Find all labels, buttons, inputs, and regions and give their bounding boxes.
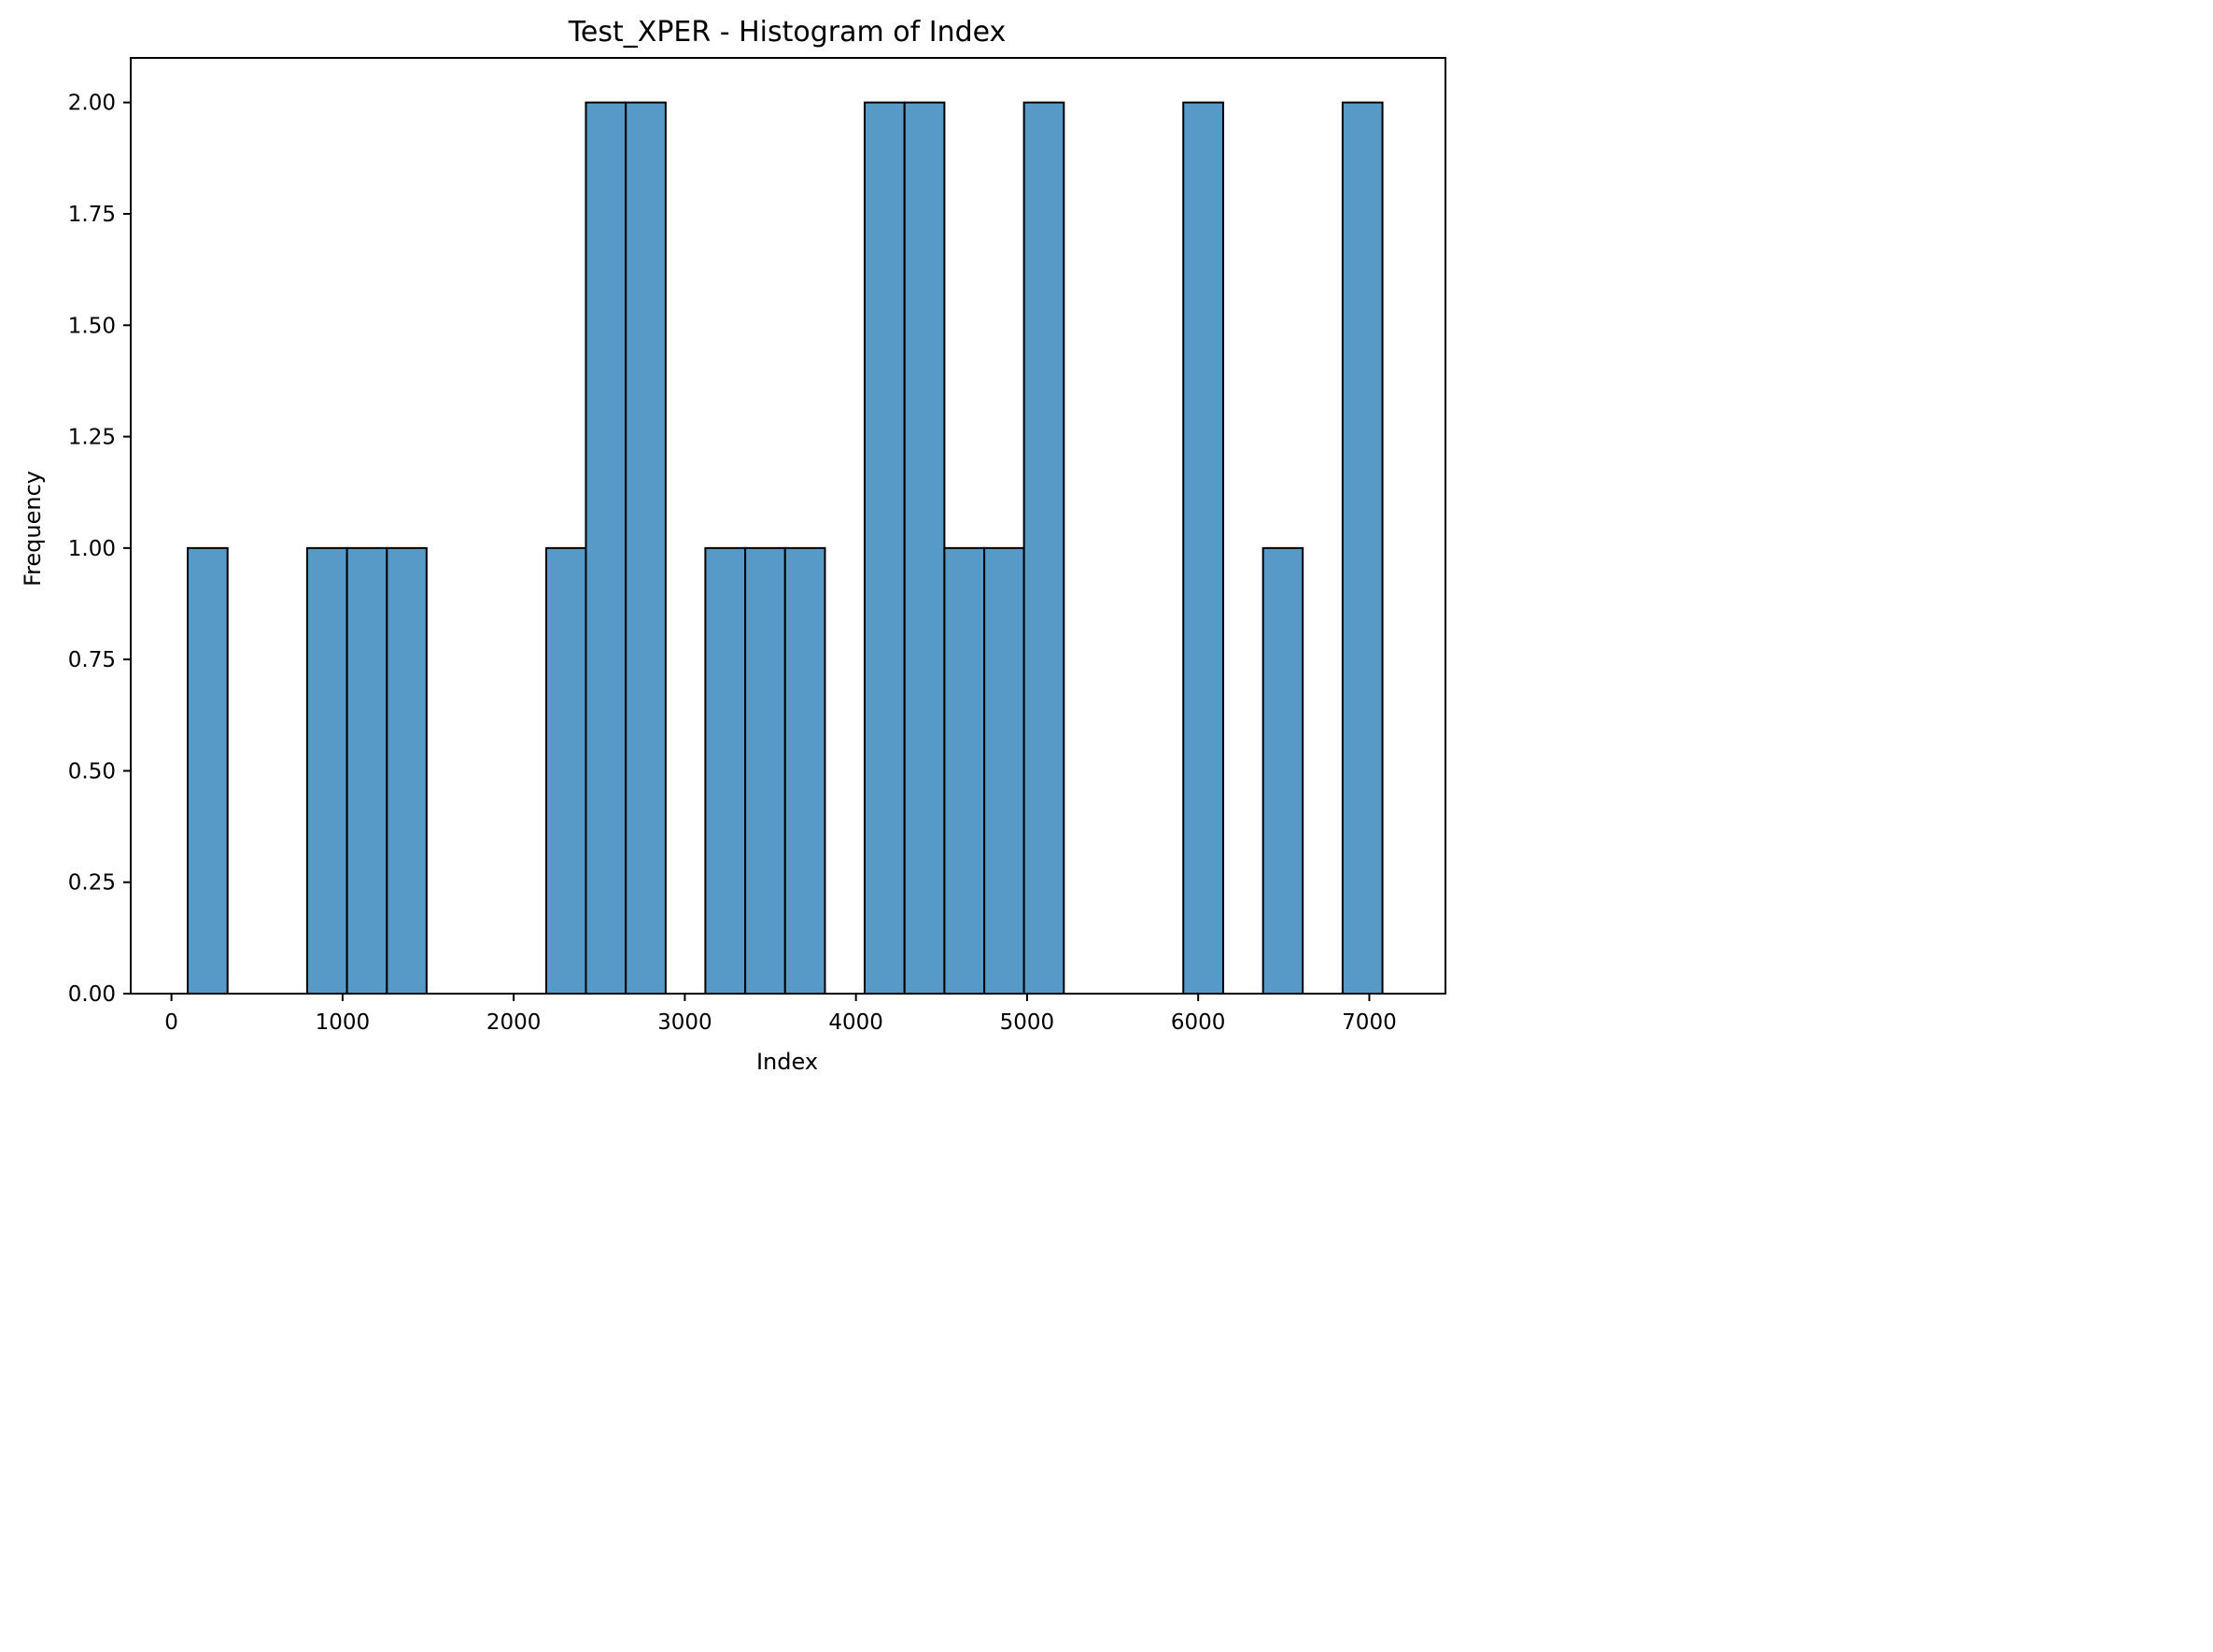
bars-group <box>187 101 1384 995</box>
y-tick-label: 1.50 <box>68 314 116 338</box>
histogram-bar <box>386 546 428 995</box>
histogram-bar <box>305 546 348 995</box>
plot-area-frame <box>130 57 1446 995</box>
x-tick-label: 4000 <box>828 1010 883 1035</box>
x-axis-ticks: 0 1000 2000 3000 4000 5000 6000 7000 <box>164 994 1397 1035</box>
histogram-bar <box>585 101 627 995</box>
x-tick-label: 3000 <box>657 1010 712 1035</box>
histogram-bar <box>744 546 786 995</box>
histogram-bar <box>864 101 906 995</box>
x-tick-label: 7000 <box>1342 1010 1397 1035</box>
y-axis-ticks: 0.00 0.25 0.50 0.75 1.00 1.25 1.50 1.75 2.00 <box>68 92 131 1007</box>
histogram-chart: Test_XPER - Histogram of Index 0 1000 2000… <box>0 0 1466 1095</box>
chart-title: Test_XPER - Histogram of Index <box>568 16 1007 49</box>
histogram-bar <box>1022 101 1065 995</box>
y-tick-label: 2.00 <box>68 92 116 116</box>
histogram-bar <box>943 546 986 995</box>
y-tick-label: 1.75 <box>68 203 116 227</box>
histogram-bar <box>704 546 747 995</box>
x-tick-label: 5000 <box>1000 1010 1055 1035</box>
histogram-bar <box>783 546 826 995</box>
chart-svg: Test_XPER - Histogram of Index 0 1000 2000… <box>20 16 1446 1075</box>
x-tick-label: 0 <box>164 1010 178 1035</box>
histogram-bar <box>983 546 1025 995</box>
y-axis-label: Frequency <box>20 471 46 586</box>
x-axis-label: Index <box>756 1049 818 1075</box>
histogram-bar <box>187 546 229 995</box>
y-tick-label: 0.75 <box>68 648 116 672</box>
histogram-bar <box>1182 101 1224 995</box>
histogram-bar <box>1341 101 1384 995</box>
y-tick-label: 1.00 <box>68 537 116 561</box>
x-tick-label: 6000 <box>1171 1010 1226 1035</box>
y-tick-label: 0.50 <box>68 759 116 784</box>
y-tick-label: 0.00 <box>68 982 116 1007</box>
y-tick-label: 1.25 <box>68 426 116 450</box>
histogram-bar <box>903 101 946 995</box>
histogram-bar <box>345 546 388 995</box>
histogram-bar <box>625 101 667 995</box>
x-tick-label: 1000 <box>316 1010 371 1035</box>
histogram-bar <box>544 546 587 995</box>
x-tick-label: 2000 <box>486 1010 542 1035</box>
histogram-bar <box>1262 546 1304 995</box>
y-tick-label: 0.25 <box>68 871 116 896</box>
